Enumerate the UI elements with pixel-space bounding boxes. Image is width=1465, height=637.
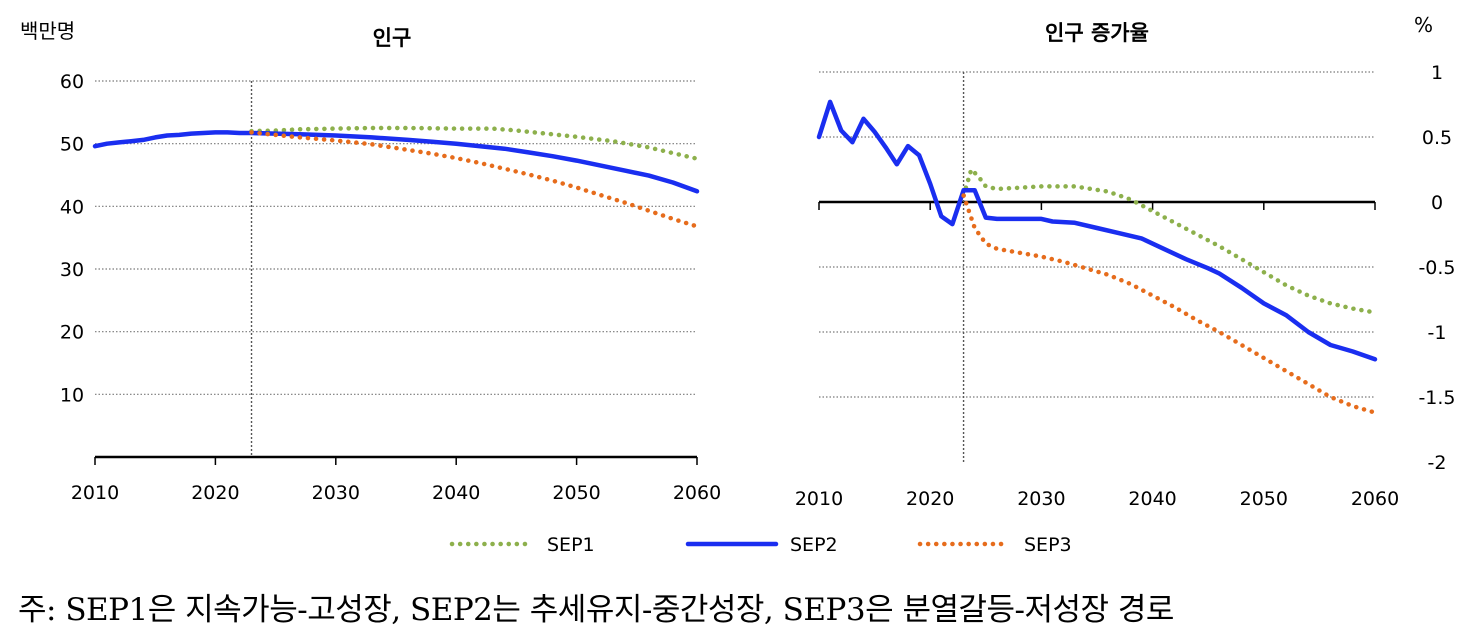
legend-label-sep1: SEP1 <box>547 534 595 556</box>
growth-rate-series-sep3 <box>961 193 1378 415</box>
population-y-tick-label: 20 <box>60 322 84 344</box>
growth-rate-chart-title: 인구 증가율 <box>1045 21 1149 45</box>
legend: SEP1 SEP2 SEP3 <box>449 534 1072 556</box>
population-series-sep3 <box>249 130 700 229</box>
population-y-tick-label: 30 <box>60 259 84 281</box>
growth-rate-chart: 인구 증가율 % 1 0.5 0 -0.5 -1 -1.5 -2 2010 2020 2030 20… <box>795 13 1456 510</box>
growth-rate-x-tick-label: 2050 <box>1240 488 1288 510</box>
growth-rate-y-tick-label: -2 <box>1428 452 1447 474</box>
growth-rate-x-tick-label: 2010 <box>795 488 843 510</box>
population-x-tick-label: 2020 <box>191 482 239 504</box>
growth-rate-series-sep2 <box>816 99 1378 362</box>
population-x-tick-label: 2050 <box>552 482 600 504</box>
legend-label-sep3: SEP3 <box>1024 534 1072 556</box>
population-series-sep2 <box>92 130 700 194</box>
population-x-tick-label: 2040 <box>432 482 480 504</box>
population-unit-label: 백만명 <box>20 19 75 43</box>
population-x-tick-label: 2030 <box>312 482 360 504</box>
growth-rate-y-tick-label: -1 <box>1428 322 1447 344</box>
growth-rate-unit-label: % <box>1414 13 1433 37</box>
population-y-tick-label: 10 <box>60 384 84 406</box>
growth-rate-y-tick-label: -1.5 <box>1418 387 1455 409</box>
population-y-tick-label: 50 <box>60 134 84 156</box>
growth-rate-y-tick-label: 0.5 <box>1422 127 1452 149</box>
population-y-tick-label: 40 <box>60 196 84 218</box>
population-y-tick-label: 60 <box>60 71 84 93</box>
growth-rate-y-tick-label: -0.5 <box>1418 257 1455 279</box>
growth-rate-y-tick-label: 0 <box>1431 192 1443 214</box>
population-series-sep1 <box>249 125 700 161</box>
growth-rate-x-tick-label: 2060 <box>1351 488 1399 510</box>
growth-rate-x-tick-label: 2040 <box>1128 488 1176 510</box>
growth-rate-x-tick-label: 2030 <box>1017 488 1065 510</box>
growth-rate-series-sep1 <box>961 167 1378 315</box>
population-x-tick-label: 2060 <box>673 482 721 504</box>
growth-rate-x-tick-label: 2020 <box>906 488 954 510</box>
population-chart-title: 인구 <box>373 26 412 50</box>
footnote: 주: SEP1은 지속가능-고성장, SEP2는 추세유지-중간성장, SEP3… <box>18 592 1174 628</box>
growth-rate-y-tick-label: 1 <box>1431 62 1443 84</box>
legend-label-sep2: SEP2 <box>790 534 838 556</box>
population-x-tick-label: 2010 <box>71 482 119 504</box>
